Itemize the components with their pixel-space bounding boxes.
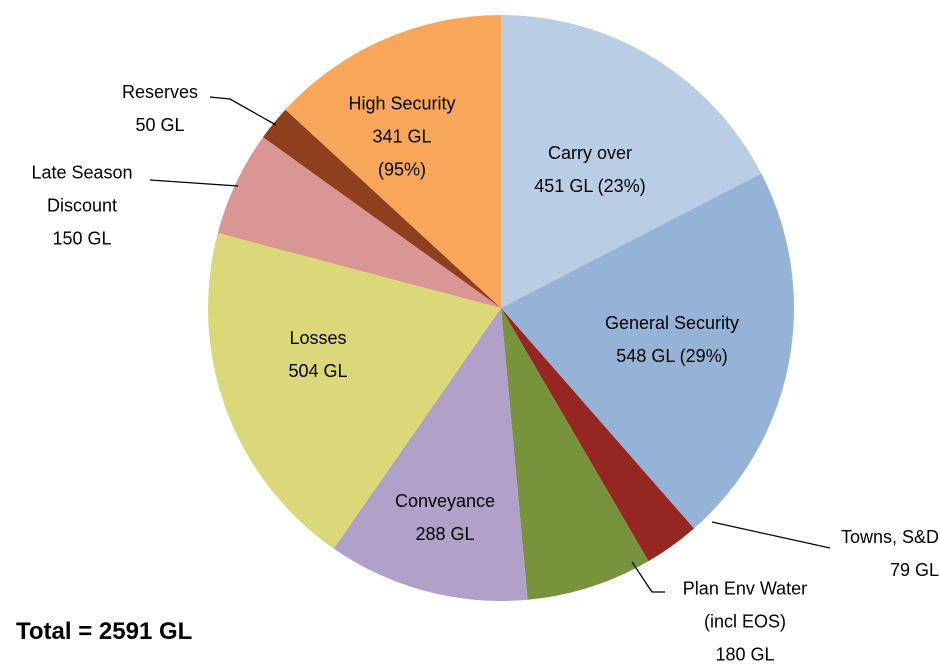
slice-value: 79 GL	[889, 560, 939, 580]
slice-name: Plan Env Water (incl EOS)	[682, 578, 808, 632]
pie-slice	[333, 308, 528, 601]
slice-name: Late Season Discount	[31, 162, 133, 216]
slice-label: Carry over 451 GL (23%)	[534, 137, 645, 203]
slice-name: Conveyance	[394, 491, 496, 511]
pie-slice	[262, 109, 501, 308]
slice-label: Towns, S&D 79 GL	[829, 521, 939, 587]
slice-label: Conveyance 288 GL	[395, 485, 495, 551]
slice-name: Losses	[289, 328, 347, 348]
slice-label: Reserves 50 GL	[122, 76, 198, 142]
total-annotation: Total = 2591 GL	[16, 618, 193, 645]
slice-name: Reserves	[121, 82, 199, 102]
slice-value: 180 GL	[715, 644, 775, 664]
slice-name: Carry over	[547, 143, 632, 163]
slice-label: Plan Env Water (incl EOS) 180 GL	[670, 573, 820, 664]
slice-value: 341 GL (95%)	[372, 126, 432, 180]
pie-slice	[217, 137, 501, 308]
leader-line	[631, 561, 665, 593]
slice-value: 288 GL	[415, 524, 475, 544]
slice-name: High Security	[348, 93, 456, 114]
pie-slice	[501, 308, 649, 600]
slice-value: 548 GL (29%)	[616, 346, 728, 366]
leader-line	[209, 96, 277, 126]
slice-value: 451 GL (23%)	[534, 176, 646, 196]
slice-value: 150 GL	[52, 228, 112, 249]
leader-line	[711, 521, 831, 549]
slice-value: 504 GL	[288, 361, 348, 381]
leader-line	[149, 179, 239, 187]
pie-slice	[501, 15, 762, 308]
pie-slice	[285, 15, 501, 308]
pie-slice	[207, 232, 501, 549]
slice-label: Late Season Discount 150 GL	[17, 157, 147, 256]
slice-label: High Security 341 GL (95%)	[348, 88, 455, 187]
slice-name: Towns, S&D	[840, 527, 939, 547]
slice-label: Losses 504 GL	[288, 322, 347, 388]
slice-label: General Security 548 GL (29%)	[605, 307, 739, 373]
pie-slice	[501, 308, 694, 562]
slice-value: 50 GL	[135, 115, 185, 135]
slice-name: General Security	[604, 313, 740, 333]
pie-slice	[501, 173, 794, 529]
